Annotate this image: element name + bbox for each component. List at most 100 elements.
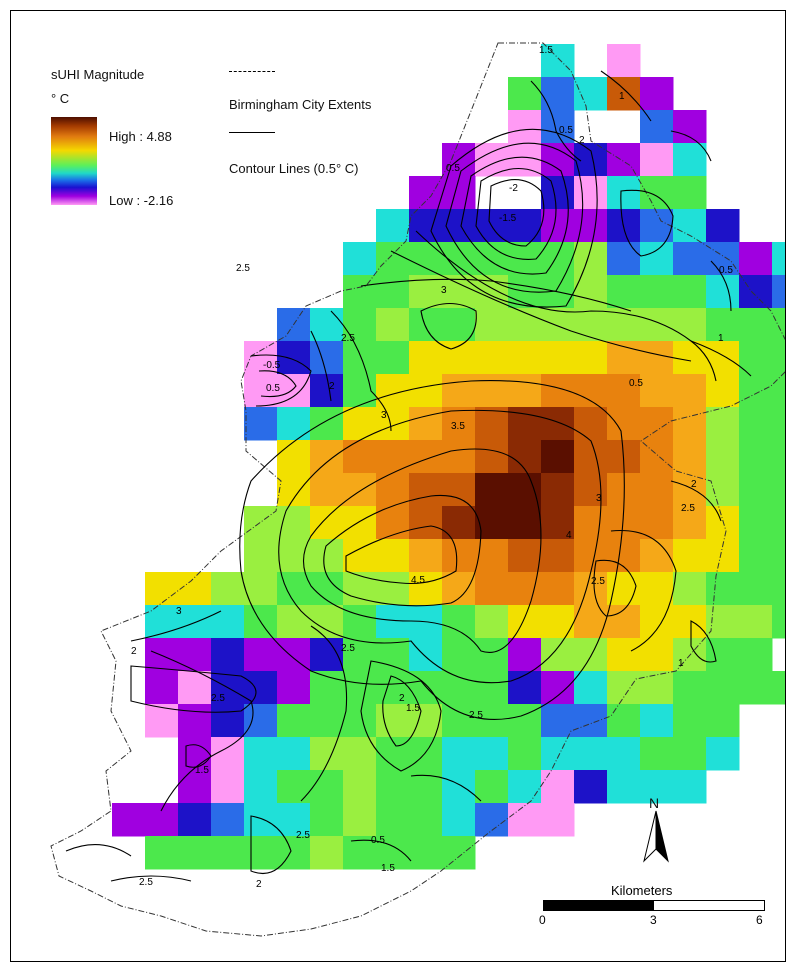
raster-cell bbox=[475, 242, 509, 276]
raster-cell bbox=[409, 506, 443, 540]
raster-cell bbox=[574, 176, 608, 210]
raster-cell bbox=[211, 638, 245, 672]
raster-cell bbox=[310, 704, 344, 738]
raster-cell bbox=[475, 671, 509, 705]
contour-value-label: 2 bbox=[399, 693, 405, 704]
raster-cell bbox=[739, 539, 773, 573]
contour-value-label: 0.5 bbox=[371, 835, 385, 846]
raster-cell bbox=[541, 737, 575, 771]
raster-cell bbox=[475, 407, 509, 441]
raster-cell bbox=[376, 605, 410, 639]
raster-cell bbox=[541, 176, 575, 210]
raster-cell bbox=[211, 605, 245, 639]
raster-cell bbox=[442, 374, 476, 408]
raster-cell bbox=[640, 704, 674, 738]
raster-cell bbox=[442, 209, 476, 243]
raster-cell bbox=[574, 308, 608, 342]
raster-cell bbox=[673, 374, 707, 408]
raster-cell bbox=[706, 473, 740, 507]
city-boundary bbox=[50, 42, 785, 937]
raster-cell bbox=[673, 209, 707, 243]
raster-cell bbox=[607, 341, 641, 375]
raster-cell bbox=[574, 77, 608, 111]
north-arrow-icon bbox=[643, 810, 669, 863]
raster-cell bbox=[475, 572, 509, 606]
raster-cell bbox=[673, 275, 707, 309]
raster-cell bbox=[310, 308, 344, 342]
raster-cell bbox=[607, 242, 641, 276]
contour-value-label: 1.5 bbox=[539, 45, 553, 56]
raster-cell bbox=[607, 44, 641, 78]
scale-tick-6: 6 bbox=[756, 913, 763, 927]
raster-cell bbox=[772, 671, 785, 705]
raster-cell bbox=[343, 242, 377, 276]
contour-value-label: 2.5 bbox=[296, 830, 310, 841]
raster-cell bbox=[277, 671, 311, 705]
raster-cell bbox=[244, 803, 278, 837]
raster-cell bbox=[442, 737, 476, 771]
raster-cell bbox=[442, 671, 476, 705]
raster-cell bbox=[343, 671, 377, 705]
raster-cell bbox=[673, 506, 707, 540]
raster-cell bbox=[772, 605, 785, 639]
boundary-legend-symbol bbox=[229, 71, 275, 72]
raster-cell bbox=[574, 638, 608, 672]
raster-cell bbox=[607, 737, 641, 771]
raster-cell bbox=[607, 638, 641, 672]
legend-high: High : 4.88 bbox=[109, 129, 172, 144]
raster-cell bbox=[442, 473, 476, 507]
raster-cell bbox=[706, 605, 740, 639]
raster-cell bbox=[607, 275, 641, 309]
scale-bar-white bbox=[653, 900, 765, 911]
raster-cell bbox=[343, 341, 377, 375]
raster-cell bbox=[442, 506, 476, 540]
raster-cell bbox=[442, 572, 476, 606]
raster-cell bbox=[145, 638, 179, 672]
raster-cell bbox=[772, 407, 785, 441]
raster-cell bbox=[739, 605, 773, 639]
raster-cell bbox=[310, 836, 344, 870]
raster-cell bbox=[475, 605, 509, 639]
raster-cell bbox=[640, 110, 674, 144]
raster-cell bbox=[739, 242, 773, 276]
raster-cell bbox=[673, 671, 707, 705]
raster-cell bbox=[376, 572, 410, 606]
contour-value-label: 2 bbox=[329, 381, 335, 392]
contour-value-label: 2.5 bbox=[341, 643, 355, 654]
contour-value-label: 2.5 bbox=[591, 576, 605, 587]
raster-cell bbox=[673, 341, 707, 375]
legend-unit: ° C bbox=[51, 91, 70, 106]
raster-cell bbox=[244, 506, 278, 540]
raster-cell bbox=[640, 770, 674, 804]
raster-cell bbox=[376, 539, 410, 573]
raster-cell bbox=[145, 836, 179, 870]
raster-cell bbox=[706, 407, 740, 441]
contour-value-label: 0.5 bbox=[446, 163, 460, 174]
raster-cell bbox=[409, 341, 443, 375]
raster-cell bbox=[409, 803, 443, 837]
raster-cell bbox=[508, 308, 542, 342]
raster-cell bbox=[310, 440, 344, 474]
raster-cell bbox=[706, 572, 740, 606]
raster-cell bbox=[574, 506, 608, 540]
raster-cell bbox=[244, 638, 278, 672]
raster-cell bbox=[541, 704, 575, 738]
raster-cell bbox=[640, 77, 674, 111]
raster-cell bbox=[310, 374, 344, 408]
raster-cell bbox=[211, 803, 245, 837]
raster-cell bbox=[211, 836, 245, 870]
raster-cell bbox=[541, 407, 575, 441]
raster-cell bbox=[772, 572, 785, 606]
raster-cell bbox=[343, 473, 377, 507]
raster-cell bbox=[772, 440, 785, 474]
raster-cell bbox=[640, 638, 674, 672]
raster-cell bbox=[244, 341, 278, 375]
raster-cell bbox=[508, 209, 542, 243]
raster-cell bbox=[178, 638, 212, 672]
raster-cell bbox=[409, 572, 443, 606]
raster-cell bbox=[574, 539, 608, 573]
raster-cell bbox=[739, 308, 773, 342]
raster-cell bbox=[706, 704, 740, 738]
raster-cell bbox=[310, 407, 344, 441]
raster-cell bbox=[739, 341, 773, 375]
